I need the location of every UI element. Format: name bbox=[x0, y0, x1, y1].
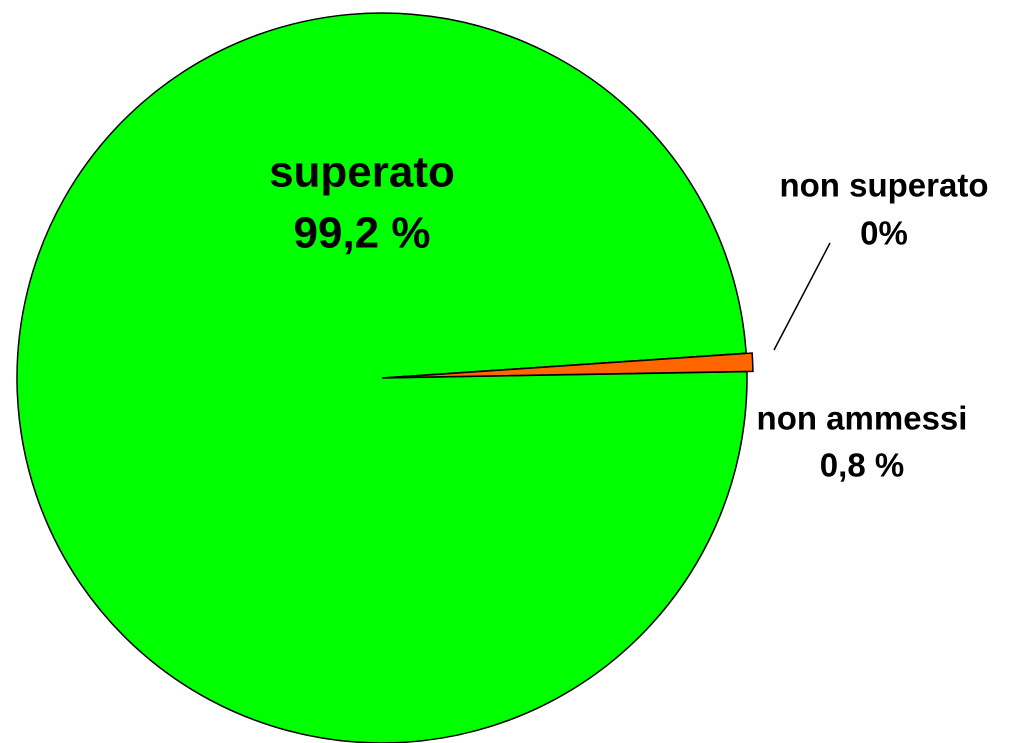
pie-slice bbox=[387, 352, 754, 379]
slice-label: non ammessi bbox=[757, 400, 968, 437]
pie bbox=[16, 12, 754, 743]
slice-label: non superato bbox=[779, 167, 988, 204]
slice-value-label: 0% bbox=[860, 215, 908, 252]
leader-line bbox=[773, 242, 831, 351]
slice-value-label: 0,8 % bbox=[820, 447, 904, 484]
slice-label: superato bbox=[269, 148, 455, 197]
slice-value-label: 99,2 % bbox=[294, 209, 431, 258]
